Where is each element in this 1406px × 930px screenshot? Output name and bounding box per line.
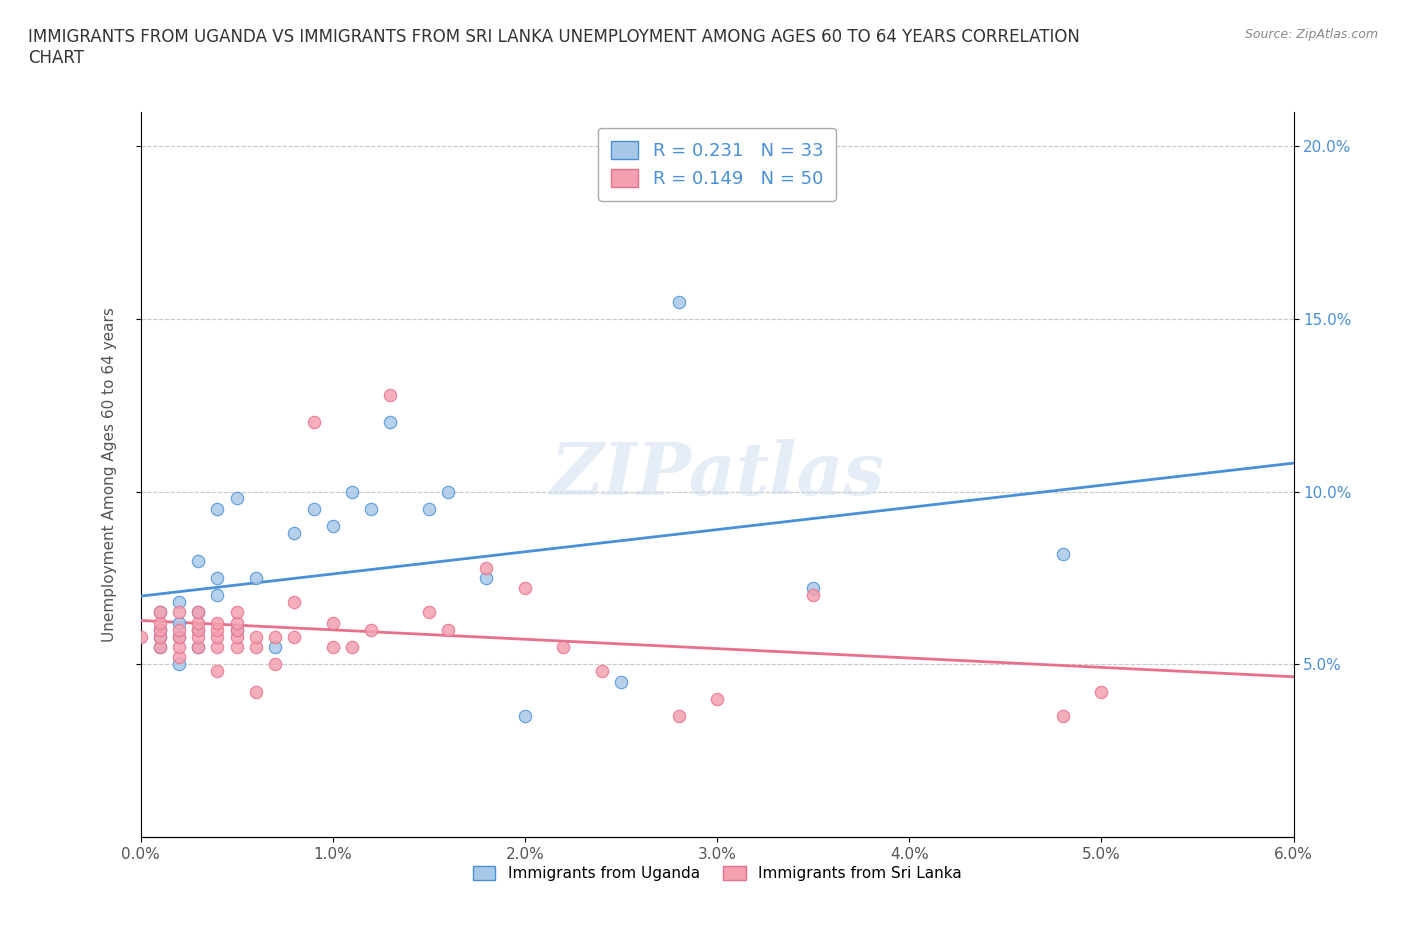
Point bbox=[149, 640, 172, 655]
Point bbox=[207, 588, 229, 603]
Point bbox=[187, 640, 209, 655]
Point bbox=[1052, 709, 1074, 724]
Text: Source: ZipAtlas.com: Source: ZipAtlas.com bbox=[1244, 28, 1378, 41]
Point bbox=[149, 622, 172, 637]
Point bbox=[225, 622, 247, 637]
Point bbox=[475, 570, 498, 585]
Point bbox=[187, 616, 209, 631]
Point bbox=[207, 630, 229, 644]
Point bbox=[149, 605, 172, 620]
Point bbox=[167, 622, 190, 637]
Point bbox=[360, 622, 382, 637]
Point bbox=[167, 616, 190, 631]
Point bbox=[437, 485, 460, 499]
Point bbox=[149, 630, 172, 644]
Point bbox=[418, 501, 440, 516]
Point bbox=[207, 622, 229, 637]
Text: ZIPatlas: ZIPatlas bbox=[550, 439, 884, 510]
Point bbox=[149, 622, 172, 637]
Point bbox=[302, 415, 325, 430]
Point bbox=[187, 630, 209, 644]
Point bbox=[513, 709, 536, 724]
Point bbox=[801, 588, 824, 603]
Point bbox=[149, 640, 172, 655]
Point bbox=[591, 664, 613, 679]
Point bbox=[167, 605, 190, 620]
Point bbox=[264, 657, 287, 671]
Point bbox=[706, 691, 728, 706]
Point bbox=[264, 630, 287, 644]
Point bbox=[668, 709, 690, 724]
Point bbox=[225, 616, 247, 631]
Point bbox=[264, 640, 287, 655]
Text: IMMIGRANTS FROM UGANDA VS IMMIGRANTS FROM SRI LANKA UNEMPLOYMENT AMONG AGES 60 T: IMMIGRANTS FROM UGANDA VS IMMIGRANTS FRO… bbox=[28, 28, 1080, 67]
Point bbox=[360, 501, 382, 516]
Point bbox=[283, 594, 305, 609]
Point bbox=[322, 616, 344, 631]
Point bbox=[245, 630, 267, 644]
Point bbox=[380, 415, 402, 430]
Point bbox=[340, 485, 363, 499]
Point bbox=[1052, 546, 1074, 561]
Point bbox=[322, 640, 344, 655]
Legend: R = 0.231   N = 33, R = 0.149   N = 50: R = 0.231 N = 33, R = 0.149 N = 50 bbox=[599, 128, 835, 201]
Point bbox=[801, 581, 824, 596]
Point bbox=[225, 630, 247, 644]
Point bbox=[668, 294, 690, 309]
Point bbox=[475, 560, 498, 575]
Point bbox=[610, 674, 633, 689]
Point bbox=[513, 581, 536, 596]
Point bbox=[245, 570, 267, 585]
Point bbox=[167, 630, 190, 644]
Point bbox=[380, 388, 402, 403]
Point bbox=[245, 684, 267, 699]
Point bbox=[167, 657, 190, 671]
Point bbox=[129, 630, 152, 644]
Point bbox=[167, 594, 190, 609]
Point bbox=[283, 525, 305, 540]
Point bbox=[187, 622, 209, 637]
Point bbox=[225, 640, 247, 655]
Point bbox=[187, 605, 209, 620]
Point bbox=[225, 491, 247, 506]
Point bbox=[207, 640, 229, 655]
Point bbox=[167, 630, 190, 644]
Point bbox=[207, 664, 229, 679]
Point bbox=[187, 553, 209, 568]
Point bbox=[149, 605, 172, 620]
Point bbox=[553, 640, 575, 655]
Point bbox=[283, 630, 305, 644]
Point bbox=[322, 519, 344, 534]
Point bbox=[207, 616, 229, 631]
Point bbox=[225, 605, 247, 620]
Point bbox=[245, 640, 267, 655]
Point bbox=[207, 570, 229, 585]
Point bbox=[149, 630, 172, 644]
Point bbox=[437, 622, 460, 637]
Point bbox=[225, 622, 247, 637]
Point bbox=[167, 650, 190, 665]
Point bbox=[1090, 684, 1112, 699]
Point bbox=[340, 640, 363, 655]
Point bbox=[302, 501, 325, 516]
Point bbox=[187, 622, 209, 637]
Point bbox=[187, 640, 209, 655]
Point bbox=[418, 605, 440, 620]
Point bbox=[187, 605, 209, 620]
Point bbox=[149, 616, 172, 631]
Y-axis label: Unemployment Among Ages 60 to 64 years: Unemployment Among Ages 60 to 64 years bbox=[103, 307, 117, 642]
Point bbox=[167, 640, 190, 655]
Point bbox=[207, 501, 229, 516]
